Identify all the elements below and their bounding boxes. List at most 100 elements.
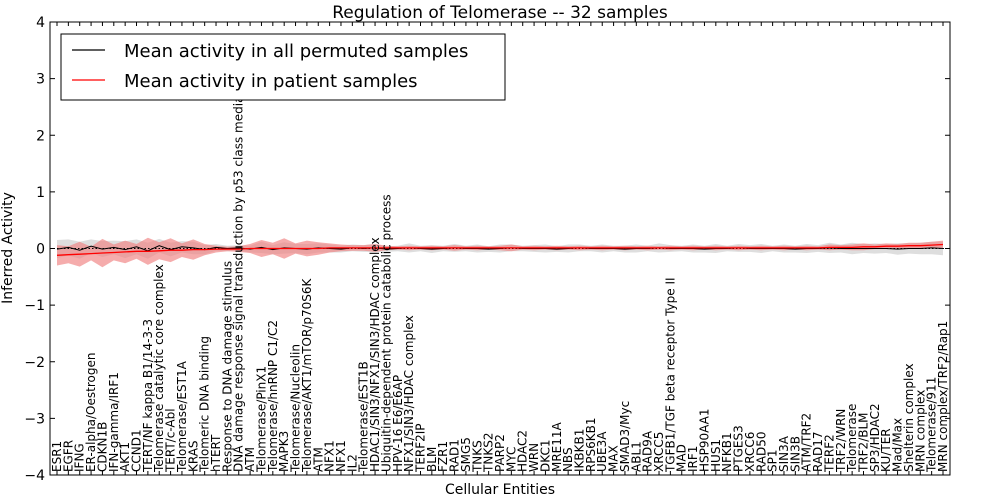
confidence-bands: [57, 237, 943, 268]
x-tick-label: BLM: [425, 447, 439, 472]
x-tick-label: Telomerase/EST1A: [175, 360, 189, 473]
x-tick-label: XRCC6: [743, 432, 757, 472]
x-tick-label: hTERT: [209, 434, 223, 472]
y-tick-label: 4: [36, 15, 45, 31]
x-tick-label: Telomerase/hnRNP C1/C2: [266, 320, 280, 473]
series-lines: [50, 243, 950, 256]
y-tick-label: 1: [36, 185, 45, 201]
y-tick-label: 3: [36, 72, 45, 88]
legend-label-patient: Mean activity in patient samples: [124, 71, 418, 92]
x-tick-label: Shelterin complex: [902, 363, 916, 472]
x-tick-label: RAD1: [448, 439, 462, 472]
x-tick-label: RAD9A: [641, 430, 655, 472]
chart-title: Regulation of Telomerase -- 32 samples: [332, 3, 668, 23]
x-axis-label: Cellular Entities: [445, 482, 555, 498]
y-tick-label: −4: [24, 468, 45, 484]
x-tick-label: IRF1: [686, 446, 700, 472]
x-tick-label: Telomeric DNA binding: [198, 336, 212, 473]
y-tick-label: −2: [24, 355, 45, 371]
x-tick-label: EGFR: [61, 440, 75, 472]
x-tick-label: KU/TER: [879, 428, 893, 472]
x-tick-label: WRN: [527, 443, 541, 472]
x-tick-label: CCND1: [130, 429, 144, 472]
x-tick-label: MRE11A: [550, 421, 564, 472]
x-tick-label: ESR1: [50, 441, 64, 472]
x-tick-label: DNA damage response signal transduction …: [232, 79, 246, 472]
x-tick-label: Telomerase/Nucleolin: [289, 344, 303, 473]
x-tick-label: HDAC2: [516, 430, 530, 472]
x-tick-label: RAD50: [754, 431, 768, 472]
x-tick-label: TERT/c-Abl: [164, 408, 178, 473]
y-tick-label: −3: [24, 411, 45, 427]
x-tick-label: XRCC5: [652, 432, 666, 472]
x-tick-label: TGFB1/TGF beta receptor Type II: [663, 277, 677, 473]
patient-band: [57, 237, 943, 268]
x-tick-label: NBS: [561, 447, 575, 472]
x-tick-label: HDAC1/SIN3/NFX1/SIN3/HDAC complex: [368, 237, 382, 472]
x-tick-label: ATM: [243, 447, 257, 472]
x-tick-label: DKC1: [538, 439, 552, 471]
x-tick-label: Telomerase catalytic core complex: [152, 264, 166, 473]
x-tick-label: Telomerase/AKT1/mTOR/p70S6K: [300, 277, 314, 473]
x-tick-label: ABL1: [629, 441, 643, 472]
x-tick-label: MAX: [607, 445, 621, 472]
x-tick-label: NFKB1: [720, 432, 734, 472]
x-tick-label: ER-alpha/Oestrogen: [84, 353, 98, 472]
x-tick-label: NFX1: [323, 440, 337, 472]
x-tick-label: PARP2: [493, 434, 507, 472]
x-tick-label: Telomerase/EST1B: [357, 361, 371, 473]
x-tick-label: MYC: [504, 447, 518, 472]
x-tick-label: PTGES3: [732, 425, 746, 472]
x-tick-label: NFX1: [334, 440, 348, 472]
x-tick-label: TERF2IP: [414, 423, 428, 473]
x-tick-label: SMAD3/Myc: [618, 401, 632, 472]
x-tick-label: ATM: [311, 447, 325, 472]
x-tick-label: Response to DNA damage stimulus: [220, 261, 234, 472]
x-tick-label: IKBKB1: [573, 429, 587, 472]
x-tick-label: MAPK3: [277, 431, 291, 472]
x-tick-label: TERT/NF kappa B1/14-3-3: [141, 319, 155, 473]
x-tick-label: MRN complex/TRF2/Rap1: [936, 321, 950, 472]
legend-box: [60, 33, 506, 101]
x-tick-label: RPS6KB1: [584, 417, 598, 472]
x-tick-label: Ubiquitin-dependent protein catabolic pr…: [379, 194, 393, 472]
x-tick-label: Telomerase/PinX1: [255, 366, 269, 473]
x-tick-label: KRAS: [186, 440, 200, 472]
x-tick-label: Mad/Max: [891, 418, 905, 472]
x-tick-label: SP3/HDAC2: [868, 403, 882, 472]
x-tick-label: AKT1: [118, 442, 132, 472]
x-tick-label: Telomerase: [845, 404, 859, 473]
legend-label-permuted: Mean activity in all permuted samples: [124, 41, 468, 62]
x-tick-label: SIN3B: [788, 436, 802, 472]
x-tick-label: TNKS: [470, 440, 484, 473]
x-tick-label: IL2: [345, 454, 359, 472]
y-tick-label: −1: [24, 298, 45, 314]
x-tick-label: MRN complex: [913, 390, 927, 472]
x-tick-label: UBE3A: [595, 431, 609, 472]
y-tick-label: 2: [36, 128, 45, 144]
x-tick-label: CDKN1B: [95, 422, 109, 472]
x-tick-label: SP1: [766, 449, 780, 472]
x-tick-label: HSP90AA1: [698, 408, 712, 472]
y-axis: −4 −3 −2 −1 0 1 2 3 4: [24, 15, 950, 484]
x-tick-label: TERF2: [822, 434, 836, 473]
x-tick-label: Telomerase/911: [925, 377, 939, 473]
x-tick-label: HPV-16 E6/E6AP: [391, 375, 405, 472]
x-tick-label: MAD: [675, 444, 689, 472]
x-tick-label: NFX1/SIN3/HDAC complex: [402, 315, 416, 472]
x-ticks: [56, 22, 944, 475]
x-tick-label: FZR1: [436, 441, 450, 472]
legend: Mean activity in all permuted samples Me…: [60, 33, 506, 101]
x-tick-label: HUS1: [709, 439, 723, 472]
y-axis-label: Inferred Activity: [0, 192, 16, 304]
x-tick-labels: ESR1EGFRIFNGER-alpha/OestrogenCDKN1BIFN-…: [50, 79, 950, 474]
x-tick-label: TRF2/WRN: [834, 409, 848, 473]
x-tick-label: SIN3A: [777, 435, 791, 472]
x-tick-label: IFN-gamma/IRF1: [107, 372, 121, 472]
y-tick-label: 0: [36, 242, 45, 258]
x-tick-label: IFNG: [73, 443, 87, 472]
x-tick-label: TNKS2: [482, 433, 496, 473]
x-tick-label: ATM/TRF2: [800, 413, 814, 472]
x-tick-label: SMG5: [459, 437, 473, 472]
